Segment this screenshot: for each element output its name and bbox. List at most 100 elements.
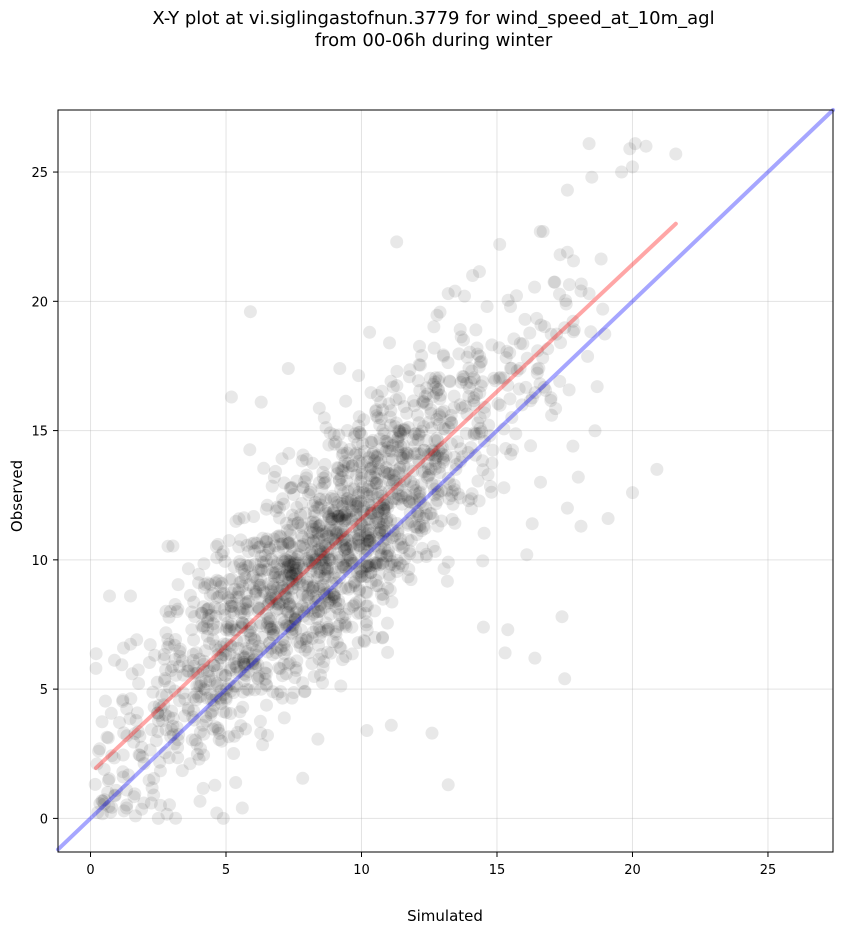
- data-point: [427, 320, 441, 334]
- data-point: [373, 523, 387, 537]
- data-point: [260, 620, 274, 634]
- data-point: [252, 540, 265, 554]
- data-point: [352, 369, 366, 383]
- data-point: [204, 708, 218, 722]
- data-point: [364, 576, 378, 590]
- data-point: [332, 428, 346, 442]
- data-point: [171, 578, 185, 592]
- data-point: [345, 620, 359, 634]
- data-point: [361, 533, 374, 547]
- data-point: [395, 497, 409, 511]
- data-point: [396, 491, 410, 505]
- data-point: [235, 801, 249, 815]
- data-point: [296, 578, 310, 592]
- data-point: [266, 628, 280, 642]
- data-point: [97, 797, 111, 811]
- data-point: [494, 370, 507, 384]
- data-point: [272, 661, 286, 675]
- data-point: [181, 703, 195, 717]
- data-point: [326, 588, 340, 602]
- data-point: [312, 532, 326, 546]
- data-point: [398, 423, 412, 437]
- data-point: [345, 556, 359, 570]
- data-point: [384, 558, 398, 571]
- data-point: [332, 509, 346, 523]
- data-point: [283, 524, 297, 537]
- data-point: [363, 560, 376, 574]
- data-point: [201, 576, 215, 590]
- data-point: [401, 421, 415, 434]
- data-point: [382, 544, 396, 558]
- data-point: [555, 610, 569, 624]
- data-point: [374, 587, 388, 601]
- data-point: [219, 644, 233, 658]
- data-point: [374, 485, 388, 499]
- data-point: [259, 535, 273, 549]
- data-point: [327, 428, 341, 442]
- data-point: [224, 707, 237, 720]
- data-point: [434, 388, 448, 402]
- data-point: [341, 456, 355, 470]
- data-point: [386, 430, 400, 444]
- data-point: [187, 690, 201, 704]
- data-point: [519, 380, 533, 394]
- data-point: [549, 402, 563, 416]
- data-point: [217, 586, 231, 600]
- data-point: [196, 663, 210, 677]
- data-point: [168, 684, 182, 698]
- data-point: [431, 487, 445, 501]
- data-point: [223, 661, 237, 675]
- data-point: [407, 477, 421, 491]
- data-point: [276, 595, 290, 609]
- data-point: [423, 448, 437, 462]
- data-point: [164, 730, 178, 744]
- data-point: [328, 590, 341, 604]
- data-point: [464, 502, 478, 516]
- data-point: [357, 542, 371, 556]
- data-point: [224, 638, 237, 652]
- data-point: [429, 497, 443, 511]
- data-point: [368, 539, 381, 553]
- data-point: [410, 408, 424, 422]
- y-tick-label: 25: [31, 166, 48, 181]
- data-point: [424, 403, 438, 416]
- data-point: [154, 798, 167, 812]
- data-point: [285, 691, 299, 705]
- data-point: [518, 312, 532, 326]
- data-point: [305, 631, 319, 645]
- data-point: [203, 578, 217, 591]
- data-point: [325, 515, 339, 529]
- data-point: [397, 540, 410, 554]
- data-point: [331, 509, 345, 523]
- data-point: [144, 796, 158, 810]
- data-point: [426, 445, 440, 459]
- data-point: [267, 470, 281, 484]
- data-point: [428, 462, 442, 476]
- data-point: [486, 443, 500, 457]
- data-point: [369, 516, 382, 530]
- data-point: [352, 554, 366, 568]
- data-point: [220, 682, 234, 696]
- data-point: [452, 347, 466, 361]
- data-point: [263, 611, 277, 625]
- data-point: [361, 599, 374, 613]
- data-point: [335, 441, 349, 454]
- data-point: [133, 729, 147, 743]
- data-point: [279, 618, 293, 632]
- data-point: [190, 747, 204, 761]
- data-point: [353, 606, 367, 620]
- data-point: [130, 633, 144, 647]
- data-point: [269, 603, 283, 617]
- data-point: [283, 656, 297, 670]
- data-point: [353, 594, 367, 608]
- data-point: [428, 454, 442, 468]
- data-point: [301, 588, 315, 602]
- data-point: [478, 400, 492, 414]
- data-point: [303, 485, 317, 499]
- data-point: [269, 464, 282, 478]
- data-point: [233, 575, 247, 589]
- data-point: [368, 630, 382, 644]
- data-point: [365, 506, 379, 520]
- data-point: [300, 452, 313, 466]
- data-point: [401, 570, 415, 584]
